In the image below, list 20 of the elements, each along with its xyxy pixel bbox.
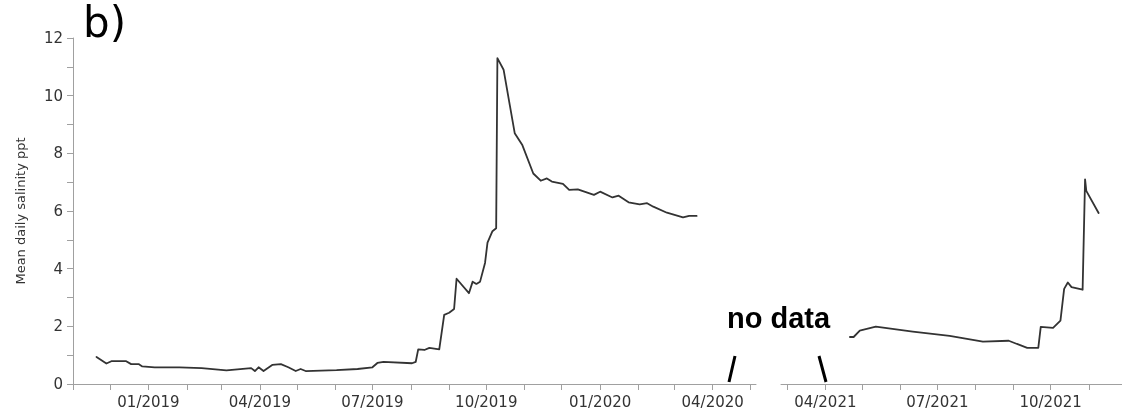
annotation: no data	[727, 302, 831, 335]
x-tick-label: 04/2019	[228, 392, 291, 411]
chart-title: b)	[83, 0, 127, 47]
y-axis-title: Mean daily salinity ppt	[13, 137, 28, 285]
x-tick-label: 10/2021	[1019, 392, 1082, 411]
y-tick-label: 4	[53, 259, 63, 278]
x-tick-label: 10/2019	[455, 392, 518, 411]
x-tick-label: 07/2021	[906, 392, 969, 411]
line-series	[95, 57, 698, 372]
y-tick-label: 10	[43, 86, 63, 105]
x-tick-label: 01/2019	[117, 392, 180, 411]
x-tick-label: 04/2020	[681, 392, 744, 411]
y-tick-label: 8	[53, 144, 63, 163]
y-tick-label: 0	[53, 375, 63, 393]
y-tick-label: 2	[53, 317, 63, 336]
x-tick-label: 07/2019	[341, 392, 404, 411]
y-tick-label: 6	[53, 202, 63, 220]
y-tick-label: 12	[43, 29, 63, 47]
x-tick-label: 04/2021	[794, 392, 857, 411]
x-tick-label: 01/2020	[568, 392, 632, 411]
